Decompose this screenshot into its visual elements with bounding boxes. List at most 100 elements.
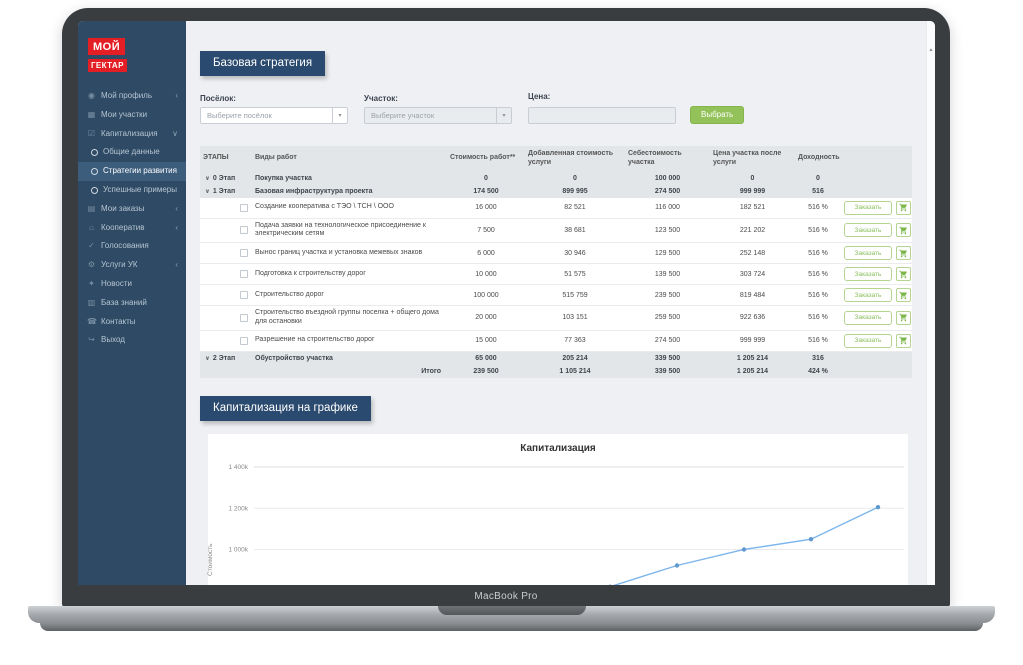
stage-toggle[interactable]: ∨ 1 Этап [205, 187, 236, 195]
stage-toggle[interactable]: ∨ 2 Этап [205, 354, 236, 362]
self-cost-value: 129 500 [654, 249, 681, 257]
cart-button[interactable] [896, 246, 911, 260]
added-value: 899 995 [562, 187, 588, 195]
col-header-cost: Стоимость работ** [450, 154, 516, 162]
settlement-select[interactable]: Выберите посёлок ▾ [200, 107, 348, 124]
sidebar-item-knowledge-base[interactable]: ▥ База знаний [78, 294, 186, 313]
apply-filter-button[interactable]: Выбрать [690, 106, 745, 124]
table-row-work: Строительство въездной группы поселка + … [200, 306, 912, 331]
sidebar-item-label: Кооператив [101, 222, 145, 232]
sidebar-item-services[interactable]: ⚙ Услуги УК ‹ [78, 256, 186, 275]
cost-value: 10 000 [475, 270, 497, 278]
sidebar-item-profile[interactable]: ◉ Мой профиль ‹ [78, 87, 186, 106]
sidebar-item-logout[interactable]: ↪ Выход [78, 331, 186, 350]
sidebar-item-label: Мои участки [101, 109, 148, 119]
table-row-total: Итого 239 500 1 105 214 339 500 1 205 21… [200, 364, 912, 378]
plot-select[interactable]: Выберите участок ▾ [364, 107, 512, 124]
sidebar-item-contacts[interactable]: ☎ Контакты [78, 313, 186, 332]
sidebar-item-capitalization[interactable]: ☑ Капитализация ∨ [78, 125, 186, 144]
sidebar-subitem-success-examples[interactable]: Успешные примеры [78, 181, 186, 200]
cart-icon [899, 313, 907, 322]
stage-toggle[interactable]: ∨ 0 Этап [205, 174, 236, 182]
chevron-down-icon: ∨ [205, 175, 210, 182]
chart-section-title: Капитализация на графике [200, 395, 371, 421]
chart-title: Капитализация [520, 442, 596, 454]
col-header-profit: Доходность [798, 154, 840, 162]
profit-value: 516 % [808, 249, 828, 257]
sidebar-item-cooperative[interactable]: ⌂ Кооператив ‹ [78, 219, 186, 238]
cart-button[interactable] [896, 200, 911, 215]
row-checkbox[interactable] [240, 336, 248, 345]
gear-icon: ⚙ [87, 260, 96, 270]
col-header-stages: ЭТАПЫ [203, 154, 229, 162]
scroll-up-icon[interactable]: ▲ [928, 47, 934, 53]
row-checkbox[interactable] [240, 249, 248, 257]
svg-text:1 200k: 1 200k [228, 505, 248, 512]
row-checkbox[interactable] [240, 203, 248, 212]
cart-button[interactable] [896, 267, 911, 281]
main-content: Базовая стратегия Посёлок: Выберите посё… [186, 21, 935, 585]
cost-value: 20 000 [475, 314, 497, 322]
cost-value: 16 000 [475, 204, 497, 211]
sidebar-subitem-general-data[interactable]: Общие данные [78, 143, 186, 162]
price-after-value: 1 205 214 [736, 354, 769, 362]
cost-value: 65 000 [475, 354, 497, 362]
price-after-value: 999 999 [739, 337, 766, 344]
sidebar-item-news[interactable]: ✦ Новости [78, 275, 186, 294]
order-button[interactable]: Заказать [844, 333, 892, 348]
row-checkbox[interactable] [240, 270, 248, 278]
cart-button[interactable] [896, 310, 911, 325]
table-row-stage: ∨ 2 Этап Обустройство участка 65 000 205 … [200, 351, 912, 365]
sidebar-item-label: Контакты [101, 316, 136, 326]
added-value: 77 363 [564, 337, 586, 344]
chevron-down-icon: ∨ [172, 128, 178, 138]
sidebar-subitem-development-strategies[interactable]: Стратегии развития [78, 162, 186, 181]
row-checkbox[interactable] [240, 226, 248, 235]
profit-value: 0 [816, 174, 820, 182]
cost-value: 15 000 [475, 337, 497, 344]
vote-icon: ✓ [88, 241, 95, 251]
self-cost-value: 274 500 [654, 337, 681, 344]
profit-value: 516 % [808, 226, 828, 234]
order-button[interactable]: Заказать [844, 223, 892, 238]
orders-icon: ▤ [87, 203, 96, 213]
profit-total: 424 % [808, 367, 828, 375]
chevron-down-icon: ∨ [205, 188, 210, 195]
row-checkbox[interactable] [240, 313, 248, 322]
sidebar-item-orders[interactable]: ▤ Мои заказы ‹ [78, 200, 186, 219]
sidebar-item-plots[interactable]: ▦ Мои участки [78, 106, 186, 125]
price-after-value: 922 636 [739, 314, 766, 322]
sidebar-item-label: Новости [101, 278, 132, 288]
order-button[interactable]: Заказать [844, 288, 892, 302]
chevron-down-icon: ∨ [205, 355, 210, 362]
table-row-work: Создание кооператива с ТЭО \ ТСН \ ООО 1… [200, 197, 912, 219]
cart-button[interactable] [896, 223, 911, 238]
cart-icon [899, 226, 907, 234]
sidebar-item-voting[interactable]: ✓ Голосования [78, 237, 186, 256]
laptop-bezel: МОЙ ГЕКТАР ◉ Мой профиль ‹ ▦ Мои участки… [62, 8, 950, 607]
self-cost-value: 259 500 [654, 314, 681, 322]
added-value: 103 151 [562, 314, 588, 322]
table-row-work: Подача заявки на технологическое присоед… [200, 218, 912, 243]
table-row-work: Подготовка к строительству дорог 10 000 … [200, 264, 912, 285]
sidebar-item-label: Мои заказы [101, 203, 145, 213]
order-button[interactable]: Заказать [844, 310, 892, 325]
work-name: Обустройство участка [255, 354, 333, 362]
row-checkbox[interactable] [240, 291, 248, 299]
added-value: 0 [573, 174, 577, 182]
logo[interactable]: МОЙ ГЕКТАР [88, 37, 127, 73]
sidebar-nav: ◉ Мой профиль ‹ ▦ Мои участки ☑ Капитали… [78, 87, 186, 350]
sidebar-item-label: Успешные примеры [103, 184, 177, 194]
chevron-left-icon: ‹ [175, 260, 178, 270]
scrollbar[interactable]: ▲ [926, 21, 935, 585]
price-input[interactable] [528, 107, 676, 124]
order-button[interactable]: Заказать [844, 200, 892, 215]
cart-button[interactable] [896, 288, 911, 302]
added-value: 51 575 [564, 270, 586, 278]
order-button[interactable]: Заказать [844, 246, 892, 260]
plot-placeholder: Выберите участок [371, 111, 435, 120]
order-button[interactable]: Заказать [844, 267, 892, 281]
price-after-value: 819 484 [739, 291, 766, 299]
cart-button[interactable] [896, 333, 911, 348]
cost-value: 6 000 [477, 249, 495, 257]
